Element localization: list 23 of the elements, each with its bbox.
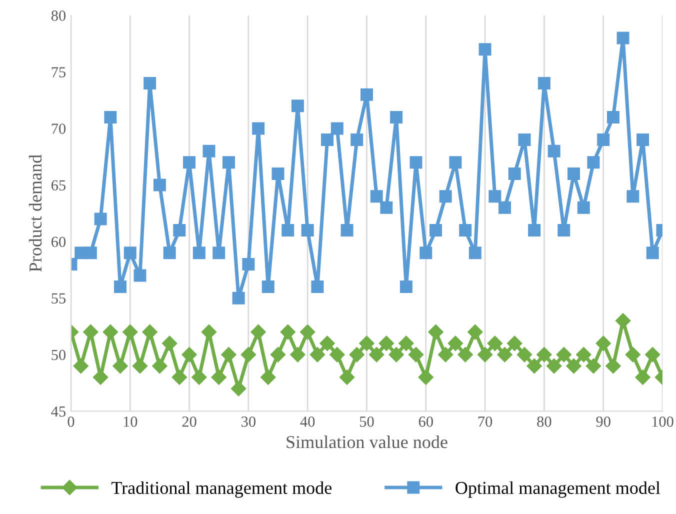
x-axis-title: Simulation value node bbox=[286, 435, 448, 448]
y-tick-label: 75 bbox=[52, 67, 66, 78]
y-tick-label: 60 bbox=[52, 236, 66, 248]
y-tick-label: 70 bbox=[52, 124, 66, 134]
x-tick-label: 90 bbox=[596, 416, 610, 427]
x-tick-label: 80 bbox=[537, 416, 552, 427]
x-tick-label: 50 bbox=[360, 416, 374, 427]
legend-label: Traditional management mode bbox=[111, 481, 332, 498]
y-tick-label: 50 bbox=[52, 350, 66, 360]
x-tick-label: 0 bbox=[68, 416, 74, 427]
x-tick-label: 20 bbox=[182, 416, 196, 427]
y-tick-label: 45 bbox=[51, 406, 66, 417]
legend-label: Optimal management model bbox=[456, 481, 660, 498]
x-tick-label: 100 bbox=[652, 416, 674, 427]
x-tick-label: 60 bbox=[418, 416, 433, 427]
x-tick-label: 30 bbox=[242, 416, 256, 427]
y-tick-label: 80 bbox=[51, 10, 66, 21]
y-axis-title: Product demand bbox=[28, 154, 42, 272]
x-tick-label: 40 bbox=[300, 416, 315, 427]
x-tick-label: 10 bbox=[124, 416, 138, 427]
y-tick-label: 55 bbox=[52, 293, 66, 304]
x-tick-label: 70 bbox=[478, 416, 492, 427]
y-tick-label: 65 bbox=[52, 180, 66, 190]
